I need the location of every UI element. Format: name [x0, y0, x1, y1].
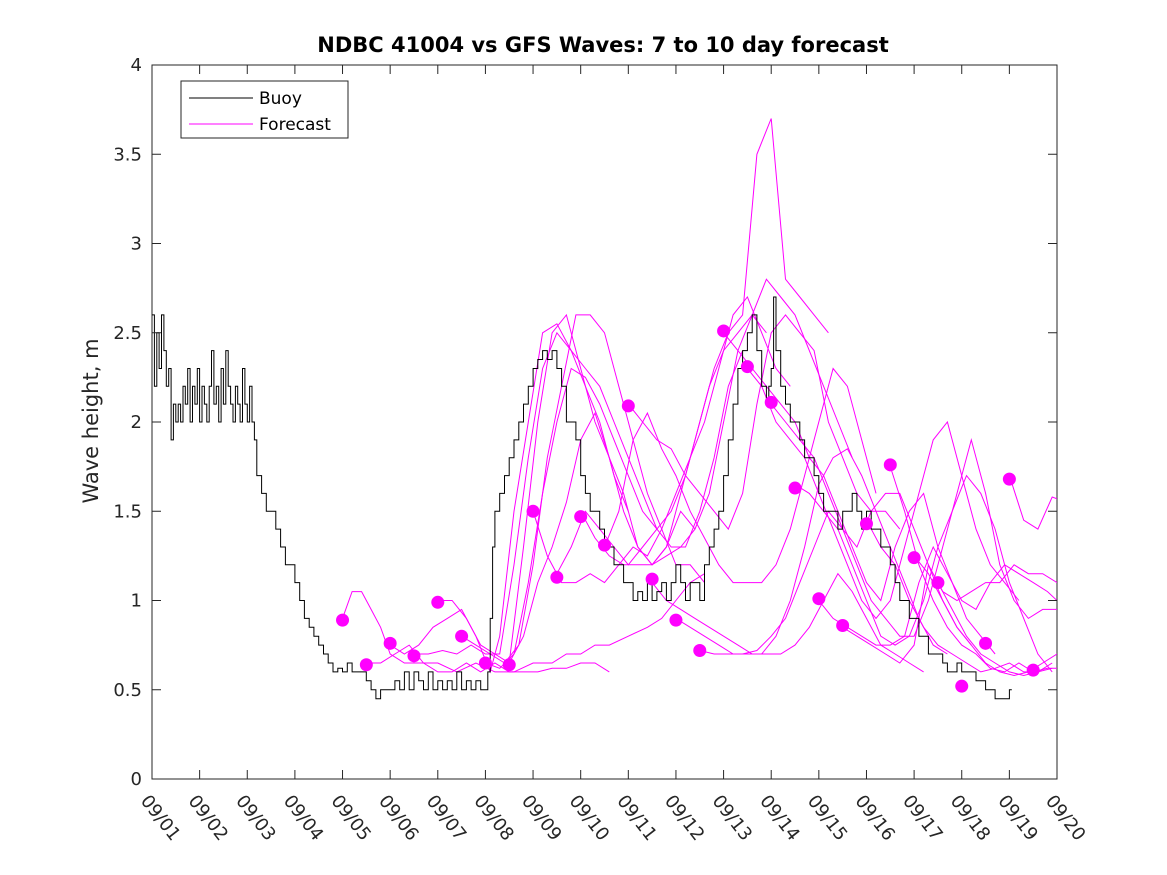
forecast-marker-14: [645, 572, 659, 586]
forecast-marker-4: [407, 649, 421, 663]
forecast-line-10: [556, 118, 829, 574]
forecast-marker-20: [788, 481, 802, 495]
forecast-marker-23: [859, 517, 873, 531]
forecast-line-13: [627, 314, 901, 531]
forecast-marker-8: [502, 658, 516, 672]
forecast-marker-26: [931, 576, 945, 590]
y-tick-label: 2.5: [113, 323, 142, 344]
forecast-marker-9: [526, 504, 540, 518]
forecast-marker-30: [1026, 663, 1040, 677]
forecast-line-16: [699, 492, 972, 655]
forecast-line-18: [747, 368, 1020, 620]
forecast-marker-7: [478, 656, 492, 670]
forecast-line-11: [580, 278, 853, 566]
y-tick-label: 3.5: [113, 144, 142, 165]
forecast-marker-21: [812, 592, 826, 606]
forecast-marker-27: [955, 679, 969, 693]
y-tick-label: 1.5: [113, 501, 142, 522]
forecast-marker-3: [383, 636, 397, 650]
forecast-line-21: [818, 545, 1057, 646]
forecast-marker-24: [883, 458, 897, 472]
forecast-line-3: [389, 323, 629, 674]
forecast-marker-28: [979, 636, 993, 650]
y-tick-label: 0.5: [113, 680, 142, 701]
y-axis-label: Wave height, m: [79, 338, 103, 503]
forecast-marker-11: [574, 510, 588, 524]
y-tick-label: 0: [131, 769, 142, 790]
y-tick-label: 1: [131, 591, 142, 612]
forecast-line-14: [651, 572, 924, 673]
plot-area: [151, 64, 1058, 780]
forecast-marker-22: [836, 618, 850, 632]
forecast-line-7: [485, 350, 744, 669]
forecast-marker-12: [598, 538, 611, 552]
forecast-marker-10: [550, 570, 564, 584]
chart-title: NDBC 41004 vs GFS Waves: 7 to 10 day for…: [317, 33, 888, 57]
forecast-marker-15: [669, 613, 683, 627]
forecast-marker-25: [907, 551, 921, 565]
forecast-marker-1: [336, 613, 350, 627]
forecast-line-6: [461, 314, 705, 664]
forecast-marker-6: [455, 629, 469, 643]
forecast-marker-5: [431, 595, 445, 609]
forecast-line-4: [414, 331, 658, 655]
y-tick-label: 3: [131, 234, 142, 255]
y-tick-label: 2: [131, 412, 142, 433]
buoy-line: [152, 296, 1012, 700]
forecast-marker-13: [621, 399, 635, 413]
legend-label-buoy: Buoy: [259, 89, 302, 109]
forecast-marker-19: [764, 395, 778, 409]
forecast-line-15: [675, 448, 948, 655]
legend: Buoy Forecast: [180, 80, 349, 139]
forecast-marker-16: [693, 643, 707, 657]
forecast-marker-17: [717, 324, 731, 338]
legend-label-forecast: Forecast: [259, 115, 331, 135]
forecast-marker-18: [740, 360, 754, 374]
y-axis: 0 0.5 1 1.5 2 2.5 3 3.5 4: [113, 55, 1057, 790]
y-tick-label: 4: [131, 55, 142, 76]
forecast-line-27: [1008, 475, 1057, 530]
forecast-line-12: [604, 367, 877, 584]
forecast-marker-29: [1002, 472, 1016, 486]
forecast-line-19: [770, 403, 1057, 637]
forecast-line-9: [532, 296, 791, 584]
forecast-marker-2: [359, 658, 373, 672]
legend-box: [180, 80, 349, 139]
forecast-line-23: [866, 519, 1053, 673]
forecast-line-22: [842, 563, 1057, 664]
series-group: [152, 118, 1057, 700]
